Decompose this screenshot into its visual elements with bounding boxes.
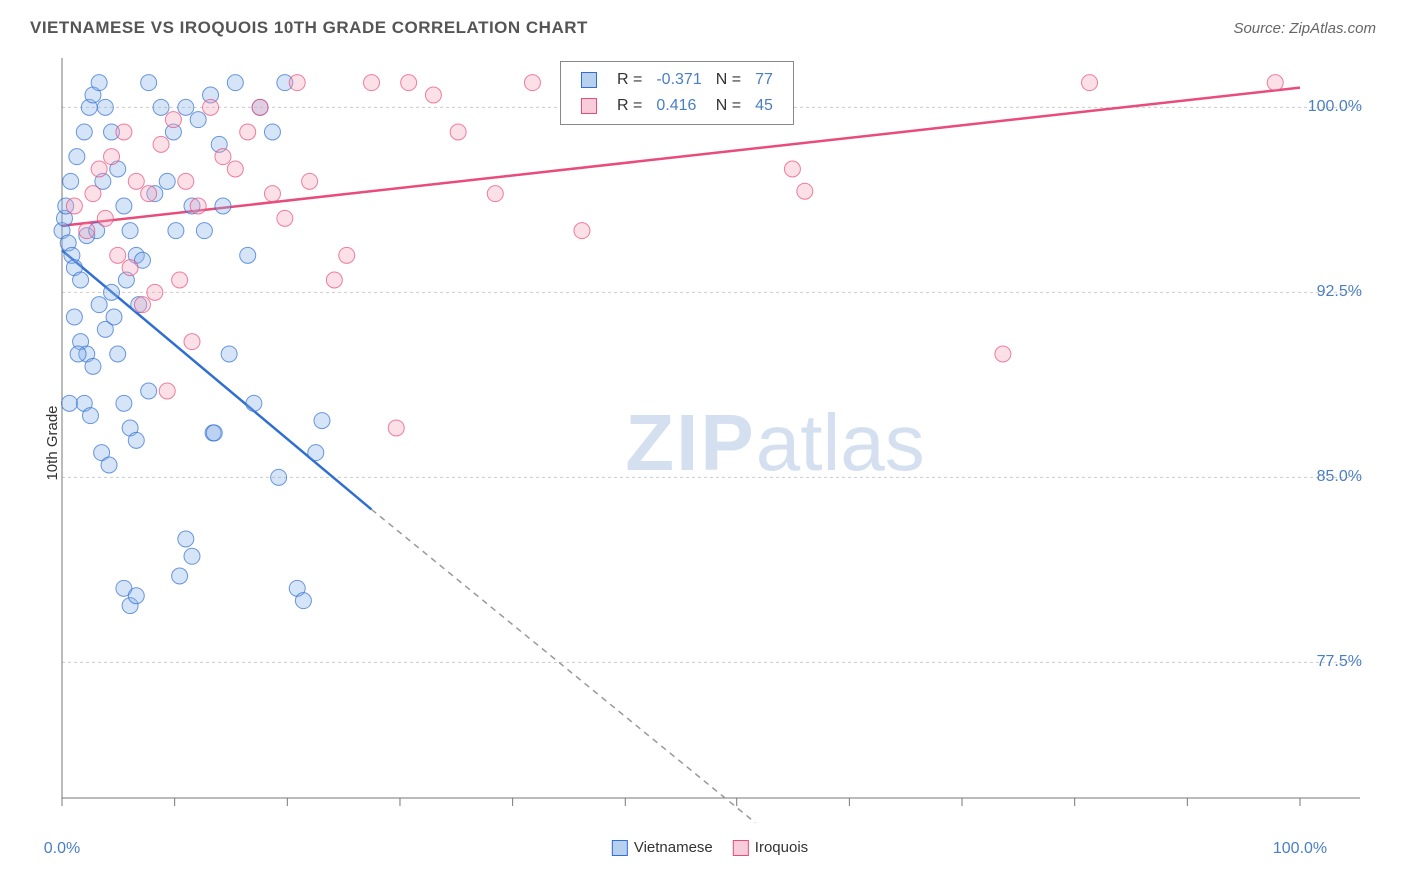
n-value: 45 (749, 94, 779, 118)
y-tick-label: 77.5% (1317, 653, 1362, 671)
legend: Vietnamese Iroquois (612, 839, 808, 856)
title-bar: VIETNAMESE VS IROQUOIS 10TH GRADE CORREL… (30, 18, 1376, 38)
scatter-svg (60, 58, 1360, 828)
x-tick-label: 0.0% (44, 840, 80, 858)
stats-box: R = -0.371 N = 77 R = 0.416 N = 45 (560, 61, 794, 125)
n-value: 77 (749, 68, 779, 92)
r-value: -0.371 (650, 68, 707, 92)
x-tick-label: 100.0% (1273, 840, 1327, 858)
swatch-icon (581, 72, 597, 88)
plot-area: 10th Grade ZIPatlas 77.5%85.0%92.5%100.0… (60, 58, 1360, 828)
stats-row-iroquois: R = 0.416 N = 45 (575, 94, 779, 118)
y-tick-label: 100.0% (1308, 98, 1362, 116)
y-tick-label: 85.0% (1317, 468, 1362, 486)
legend-label: Iroquois (755, 839, 808, 856)
legend-item-iroquois: Iroquois (733, 839, 808, 856)
swatch-icon (733, 840, 749, 856)
y-tick-label: 92.5% (1317, 283, 1362, 301)
stats-row-vietnamese: R = -0.371 N = 77 (575, 68, 779, 92)
swatch-icon (581, 98, 597, 114)
y-axis-label: 10th Grade (44, 405, 61, 480)
chart-title: VIETNAMESE VS IROQUOIS 10TH GRADE CORREL… (30, 18, 588, 38)
legend-item-vietnamese: Vietnamese (612, 839, 713, 856)
swatch-icon (612, 840, 628, 856)
r-value: 0.416 (650, 94, 707, 118)
legend-label: Vietnamese (634, 839, 713, 856)
source-label: Source: ZipAtlas.com (1233, 20, 1376, 37)
